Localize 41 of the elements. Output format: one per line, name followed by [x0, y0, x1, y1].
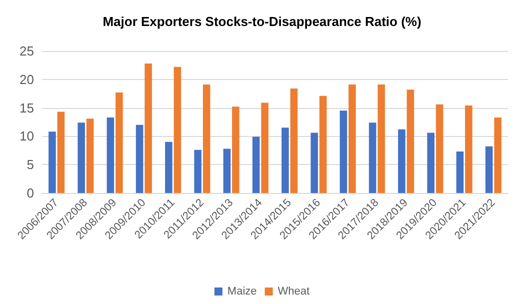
bar — [86, 118, 94, 193]
bar — [165, 142, 172, 193]
legend-label: Wheat — [278, 286, 310, 298]
bar — [261, 102, 268, 193]
bar — [456, 152, 464, 193]
bar — [57, 112, 65, 193]
bar — [319, 96, 327, 193]
y-tick-label: 10 — [20, 128, 34, 144]
y-tick-label: 5 — [26, 157, 34, 172]
bar — [485, 146, 493, 193]
bar — [290, 88, 298, 193]
bar — [106, 117, 114, 193]
bar — [310, 132, 318, 193]
bar — [194, 150, 202, 193]
bar — [116, 92, 123, 193]
bar — [427, 132, 434, 193]
bar — [202, 84, 210, 193]
bar — [406, 90, 414, 193]
bar — [144, 63, 152, 193]
bar — [136, 124, 144, 193]
bar — [252, 136, 260, 193]
bar — [78, 122, 85, 193]
bar — [340, 110, 348, 193]
bar — [398, 129, 406, 193]
bar — [232, 106, 240, 193]
y-tick-label: 25 — [20, 44, 34, 58]
bar — [378, 84, 385, 193]
y-tick-label: 15 — [20, 100, 34, 116]
bar — [348, 84, 356, 193]
bar — [494, 117, 502, 193]
bar — [368, 122, 376, 193]
bar — [436, 104, 444, 193]
bar — [48, 132, 56, 193]
bar — [174, 66, 182, 193]
chart-title: Major Exporters Stocks-to-Disappearance Ratio (%) — [102, 14, 422, 29]
bar — [465, 106, 472, 193]
bar — [282, 128, 289, 193]
y-tick-label: 0 — [26, 186, 34, 200]
legend-label: Maize — [227, 286, 257, 298]
bar — [223, 148, 231, 193]
y-tick-label: 20 — [20, 72, 34, 87]
